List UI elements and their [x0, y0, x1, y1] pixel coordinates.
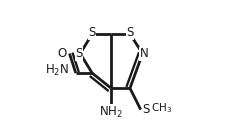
Text: S: S: [75, 47, 83, 60]
Text: H$_2$N: H$_2$N: [45, 63, 69, 78]
Text: S: S: [126, 26, 134, 39]
Text: S: S: [88, 26, 96, 39]
Text: NH$_2$: NH$_2$: [99, 105, 123, 120]
Text: S: S: [143, 103, 150, 116]
Text: CH$_3$: CH$_3$: [151, 101, 173, 115]
Text: N: N: [139, 47, 148, 60]
Text: O: O: [58, 47, 67, 60]
